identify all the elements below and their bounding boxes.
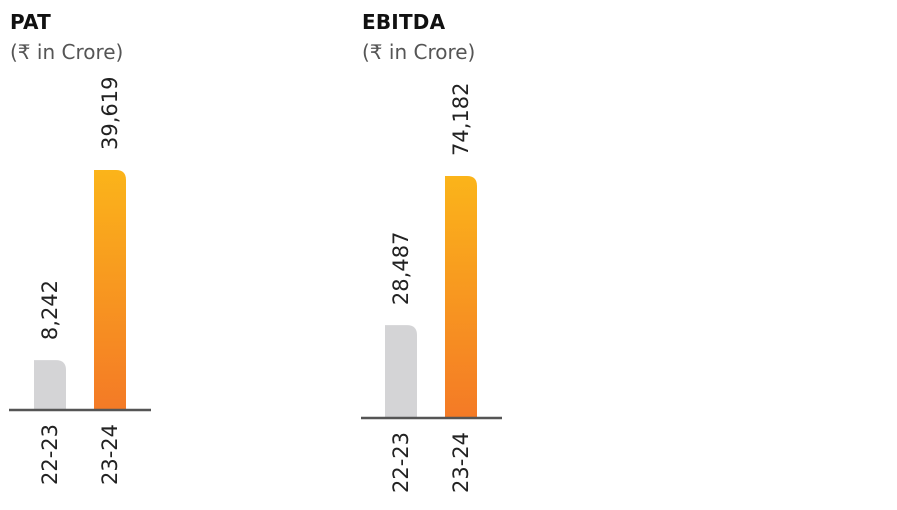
value-label: 74,182 — [449, 83, 473, 156]
chart-subtitle: (₹ in Crore) — [362, 40, 476, 64]
ebitda-chart: EBITDA (₹ in Crore) 28,487 22-23 74,182 23-… — [352, 0, 672, 510]
value-label: 8,242 — [38, 280, 62, 340]
value-label: 39,619 — [98, 77, 122, 150]
bar-23-24 — [445, 176, 477, 418]
bar-23-24 — [94, 170, 126, 410]
category-label: 22-23 — [389, 432, 413, 493]
category-label: 23-24 — [449, 432, 473, 493]
category-label: 23-24 — [98, 424, 122, 485]
category-label: 22-23 — [38, 424, 62, 485]
pat-chart: PAT (₹ in Crore) 8,242 22-23 39,619 23-24 — [0, 0, 320, 510]
ebitda-chart-plot: 28,487 22-23 74,182 23-24 — [361, 83, 502, 493]
bar-22-23 — [385, 325, 417, 418]
chart-title: EBITDA — [362, 10, 446, 34]
value-label: 28,487 — [389, 232, 413, 305]
bar-22-23 — [34, 360, 66, 410]
pat-chart-plot: 8,242 22-23 39,619 23-24 — [9, 77, 151, 485]
chart-subtitle: (₹ in Crore) — [10, 40, 124, 64]
chart-title: PAT — [10, 10, 51, 34]
